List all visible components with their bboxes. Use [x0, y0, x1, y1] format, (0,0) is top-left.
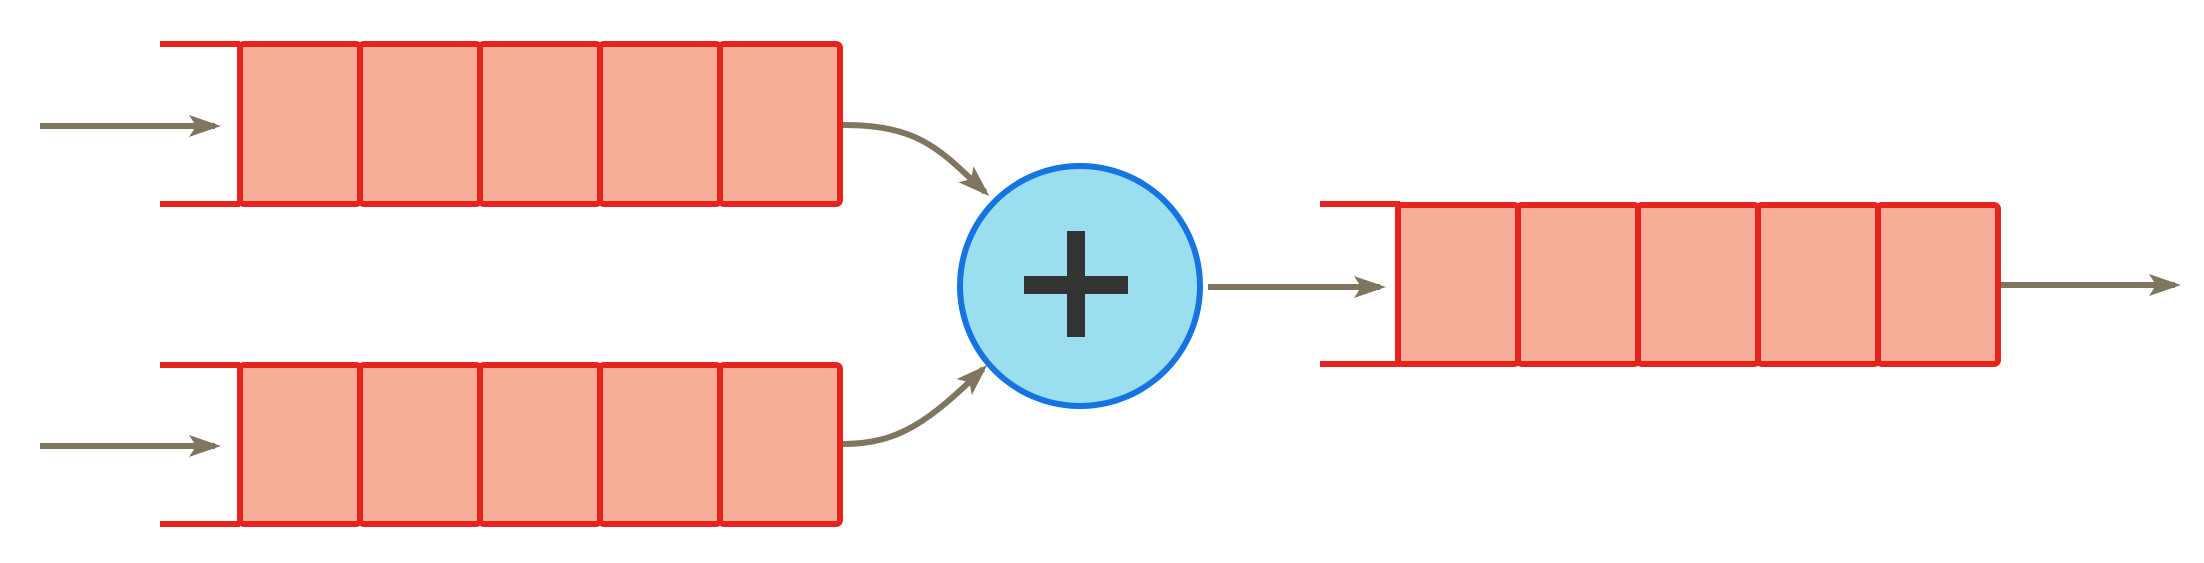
merge-arrow-top — [842, 122, 990, 197]
queue-cell — [237, 41, 363, 207]
queue-cell — [477, 41, 603, 207]
arrows — [40, 115, 2181, 457]
queue-cells — [237, 41, 843, 207]
adder-node — [957, 163, 1203, 409]
queue-cell — [717, 362, 843, 527]
queue-cell — [477, 362, 603, 527]
output-queue — [1320, 201, 2001, 367]
queue-cell — [597, 362, 723, 527]
input-queue-bottom — [160, 362, 843, 527]
queue-cell — [1755, 202, 1881, 367]
queue-cell — [597, 41, 723, 207]
queue-cell — [357, 41, 483, 207]
plus-icon — [1024, 231, 1128, 337]
merge-arrow-bottom — [842, 364, 988, 447]
queue-cell — [1635, 202, 1761, 367]
queue-cells — [237, 362, 843, 527]
queue-cell — [237, 362, 363, 527]
queue-cell — [1875, 202, 2001, 367]
queue-cell — [357, 362, 483, 527]
queue-cells — [1395, 202, 2001, 367]
queue-cell — [1515, 202, 1641, 367]
input-queue-top — [160, 41, 843, 207]
queue-cell — [717, 41, 843, 207]
queue-cell — [1395, 202, 1521, 367]
